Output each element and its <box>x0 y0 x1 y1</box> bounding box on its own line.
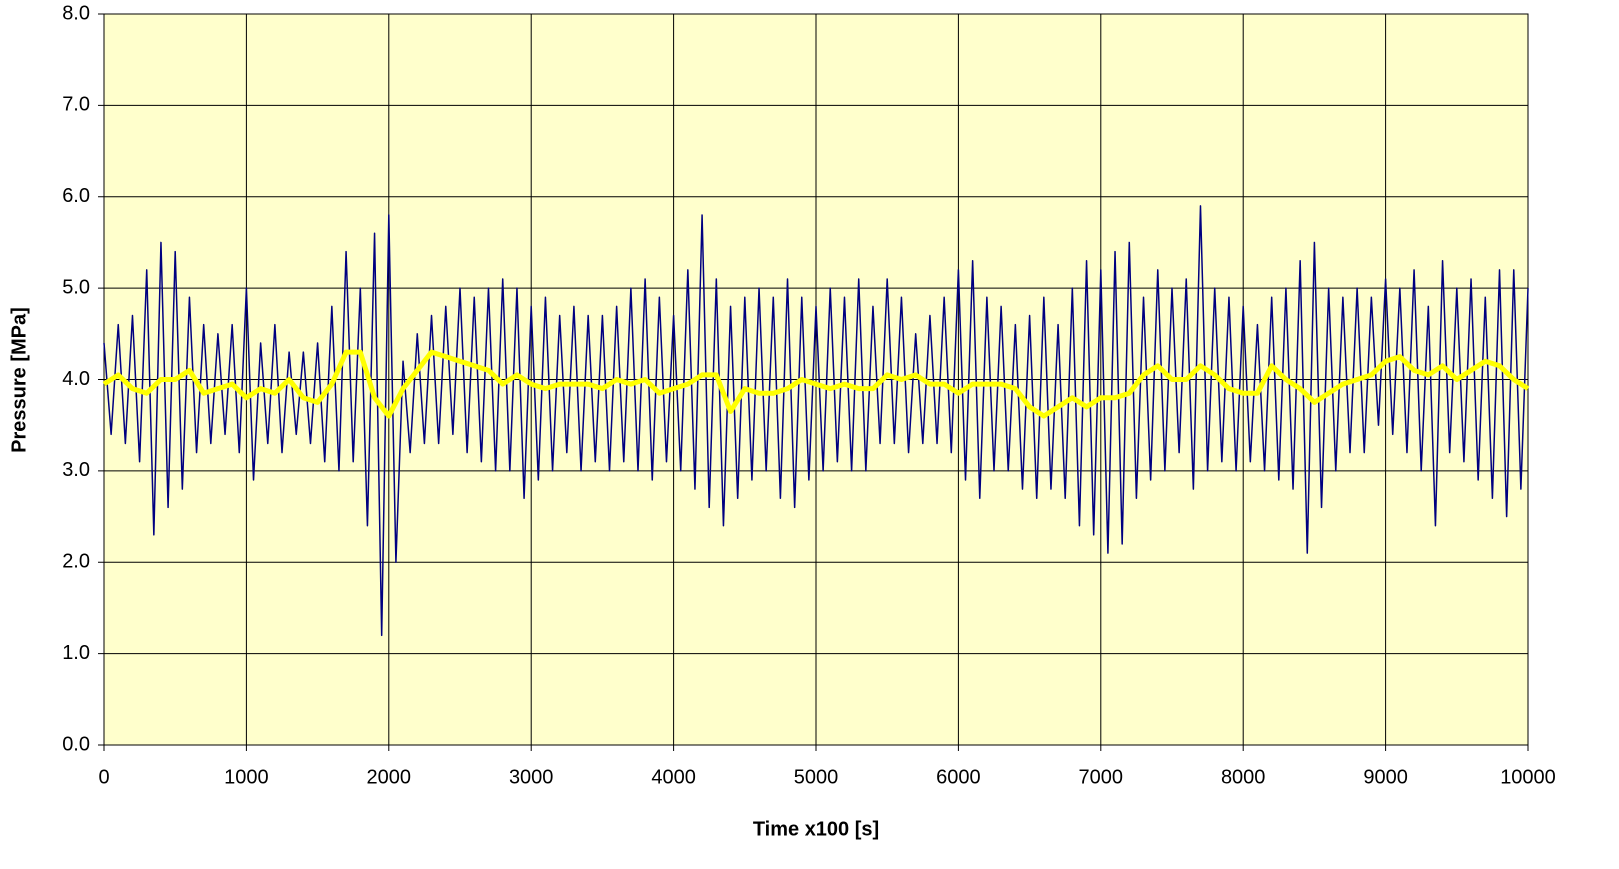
x-tick-label: 10000 <box>1500 766 1556 788</box>
x-axis-title: Time x100 [s] <box>753 818 879 840</box>
series-line <box>103 205 1529 637</box>
x-tick-label: 6000 <box>936 766 981 788</box>
series-group <box>102 205 1530 637</box>
y-tick-label: 7.0 <box>62 94 90 116</box>
y-tick-label: 0.0 <box>62 733 90 755</box>
y-tick-label: 1.0 <box>62 642 90 664</box>
x-tick-label: 1000 <box>224 766 269 788</box>
y-tick-label: 8.0 <box>62 2 90 24</box>
x-tick-label: 2000 <box>367 766 412 788</box>
y-tick-label: 6.0 <box>62 185 90 207</box>
x-tick-label: 3000 <box>509 766 554 788</box>
y-tick-label: 2.0 <box>62 551 90 573</box>
x-tick-label: 9000 <box>1363 766 1408 788</box>
x-tick-label: 0 <box>98 766 109 788</box>
y-tick-label: 3.0 <box>62 459 90 481</box>
y-tick-label: 5.0 <box>62 276 90 298</box>
x-tick-label: 5000 <box>794 766 839 788</box>
x-tick-label: 4000 <box>651 766 696 788</box>
x-tick-label: 7000 <box>1079 766 1124 788</box>
x-tick-label: 8000 <box>1221 766 1266 788</box>
series-line <box>102 349 1530 419</box>
y-axis-title: Pressure [MPa] <box>8 307 30 453</box>
y-tick-label: 4.0 <box>62 368 90 390</box>
